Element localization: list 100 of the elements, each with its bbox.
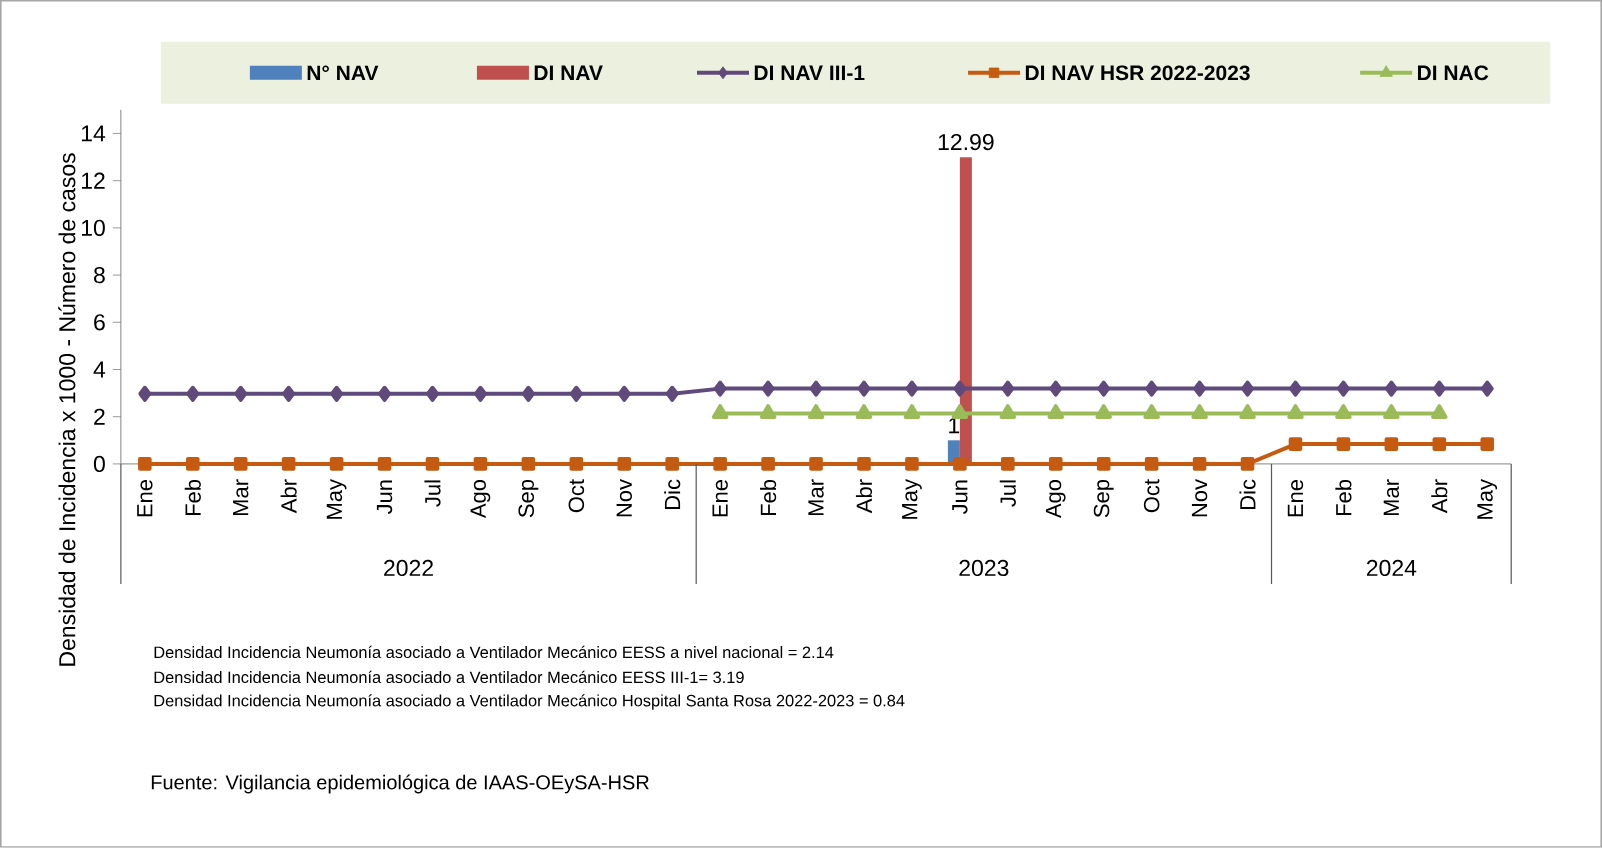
point	[1241, 380, 1255, 397]
x-tick-label: Sep	[518, 480, 539, 518]
point	[330, 385, 344, 402]
point	[233, 457, 248, 471]
point	[1336, 380, 1350, 397]
point	[186, 385, 200, 402]
x-tick-label: Jul	[999, 480, 1016, 507]
point	[665, 385, 679, 402]
point	[1144, 457, 1159, 471]
x-tick-label: Sep	[1093, 480, 1114, 518]
point	[855, 404, 873, 420]
x-tick-label: Jun	[376, 480, 393, 515]
point	[329, 457, 344, 471]
point	[761, 380, 775, 397]
y-tick-label: 12	[81, 172, 105, 189]
x-tick-label: Abr	[1431, 479, 1448, 514]
point	[617, 457, 632, 471]
point	[282, 385, 296, 402]
y-tick-label: 4	[93, 361, 106, 378]
point	[953, 457, 967, 471]
point	[1335, 404, 1352, 420]
x-tick-label: Ago	[470, 480, 491, 519]
point	[1480, 380, 1494, 397]
text: Densidad Incidencia Neumonía asociado a Ventilador Mecánico Hospital Santa Rosa 2022-2023 = 0.84	[154, 694, 905, 710]
x-tick-label: Ene	[712, 480, 728, 517]
point	[1480, 437, 1495, 451]
point	[665, 457, 680, 471]
point	[711, 404, 729, 420]
y-tick-label: 10	[81, 219, 105, 237]
y-axis-title: Densidad de Incidencia x 1000 - Número de casos	[58, 153, 76, 666]
point	[903, 404, 921, 420]
legend-label: DI NAV	[534, 65, 603, 81]
point	[1383, 404, 1400, 420]
point	[281, 457, 296, 471]
point	[1287, 404, 1304, 420]
point	[951, 404, 969, 420]
y-tick-label: 2	[94, 408, 105, 425]
x-tick-label: Abr	[280, 479, 297, 514]
legend-label: DI NAC	[1417, 65, 1489, 81]
point	[1239, 404, 1256, 420]
point	[1049, 380, 1063, 397]
x-tick-label: Nov	[1191, 479, 1208, 517]
text: Densidad Incidencia Neumonía asociado a Ventilador Mecánico EESS a nivel nacional = 2.14	[154, 645, 834, 659]
point	[1047, 404, 1064, 420]
point	[426, 385, 439, 402]
point	[1097, 380, 1111, 397]
point	[138, 385, 152, 402]
point	[761, 457, 775, 471]
x-tick-label: Ene	[137, 480, 153, 517]
point	[1336, 437, 1351, 451]
point	[378, 385, 392, 402]
point	[425, 457, 440, 471]
point	[377, 457, 392, 471]
point	[1432, 437, 1447, 451]
point	[1193, 380, 1207, 397]
point	[617, 385, 631, 402]
legend-label: N° NAV	[307, 65, 379, 81]
x-tick-label: Ene	[1287, 480, 1304, 517]
x-tick-label: Ago	[1045, 480, 1066, 519]
point	[857, 457, 871, 471]
point	[1288, 437, 1303, 451]
x-tick-label: May	[1477, 479, 1498, 519]
x-tick-label: Feb	[1335, 480, 1352, 516]
x-tick-label: Feb	[760, 480, 777, 516]
point	[1288, 380, 1302, 397]
x-tick-label: Abr	[855, 479, 873, 514]
point	[905, 380, 919, 397]
x-tick-label: Dic	[1239, 479, 1256, 510]
point	[473, 385, 487, 402]
point	[807, 404, 825, 420]
x-tick-label: May	[902, 479, 922, 519]
point	[1240, 457, 1255, 471]
x-tick-label: Mar	[233, 479, 249, 516]
point	[138, 457, 152, 471]
text: 2022	[384, 559, 433, 577]
x-tick-label: Nov	[616, 479, 632, 517]
point	[999, 404, 1017, 420]
point	[1001, 457, 1015, 471]
source-note: Fuente: Vigilancia epidemiológica de IAAS-OEySA-HSR	[151, 774, 649, 794]
data-label: 12.99	[938, 134, 994, 151]
point	[857, 380, 871, 397]
x-tick-label: Mar	[808, 479, 824, 516]
point	[809, 380, 823, 397]
x-tick-label: Oct	[1143, 479, 1160, 513]
x-tick-label: Oct	[568, 479, 585, 513]
point	[1191, 404, 1208, 420]
y-tick-label: 0	[93, 455, 105, 473]
y-tick-label: 14	[81, 125, 106, 142]
legend-label: DI NAV III-1	[754, 65, 865, 81]
point	[953, 380, 967, 397]
y-tick-label: 8	[94, 267, 105, 284]
point	[809, 457, 823, 471]
point	[1095, 404, 1112, 420]
point	[905, 457, 919, 471]
x-tick-label: Feb	[184, 480, 201, 516]
y-tick-label: 6	[94, 314, 105, 331]
point	[713, 457, 727, 471]
point	[569, 457, 584, 471]
point	[473, 457, 488, 471]
point	[1143, 404, 1160, 420]
